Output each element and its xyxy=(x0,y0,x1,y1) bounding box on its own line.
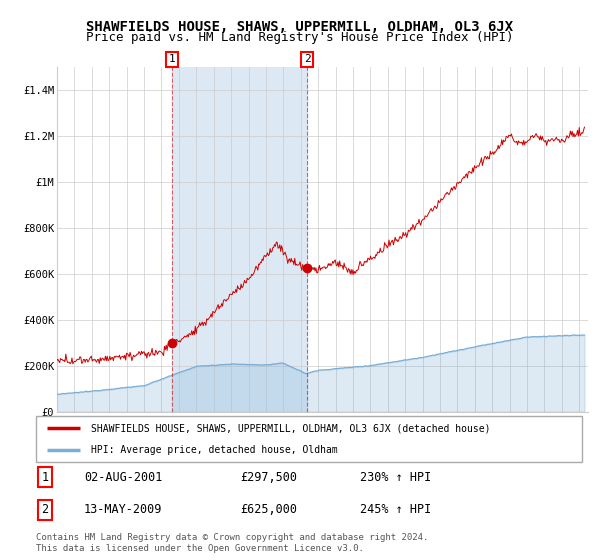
Text: 13-MAY-2009: 13-MAY-2009 xyxy=(84,503,163,516)
Text: Contains HM Land Registry data © Crown copyright and database right 2024.
This d: Contains HM Land Registry data © Crown c… xyxy=(36,533,428,553)
Text: £297,500: £297,500 xyxy=(240,470,297,484)
Text: Price paid vs. HM Land Registry's House Price Index (HPI): Price paid vs. HM Land Registry's House … xyxy=(86,31,514,44)
Text: HPI: Average price, detached house, Oldham: HPI: Average price, detached house, Oldh… xyxy=(91,445,337,455)
Text: SHAWFIELDS HOUSE, SHAWS, UPPERMILL, OLDHAM, OL3 6JX: SHAWFIELDS HOUSE, SHAWS, UPPERMILL, OLDH… xyxy=(86,20,514,34)
Text: 1: 1 xyxy=(169,54,175,64)
Text: 02-AUG-2001: 02-AUG-2001 xyxy=(84,470,163,484)
Text: 2: 2 xyxy=(41,503,49,516)
Text: 2: 2 xyxy=(304,54,311,64)
Text: 230% ↑ HPI: 230% ↑ HPI xyxy=(360,470,431,484)
FancyBboxPatch shape xyxy=(36,416,582,462)
Bar xyxy=(172,67,307,412)
Text: 1: 1 xyxy=(41,470,49,484)
Text: SHAWFIELDS HOUSE, SHAWS, UPPERMILL, OLDHAM, OL3 6JX (detached house): SHAWFIELDS HOUSE, SHAWS, UPPERMILL, OLDH… xyxy=(91,423,490,433)
Text: 245% ↑ HPI: 245% ↑ HPI xyxy=(360,503,431,516)
Text: £625,000: £625,000 xyxy=(240,503,297,516)
